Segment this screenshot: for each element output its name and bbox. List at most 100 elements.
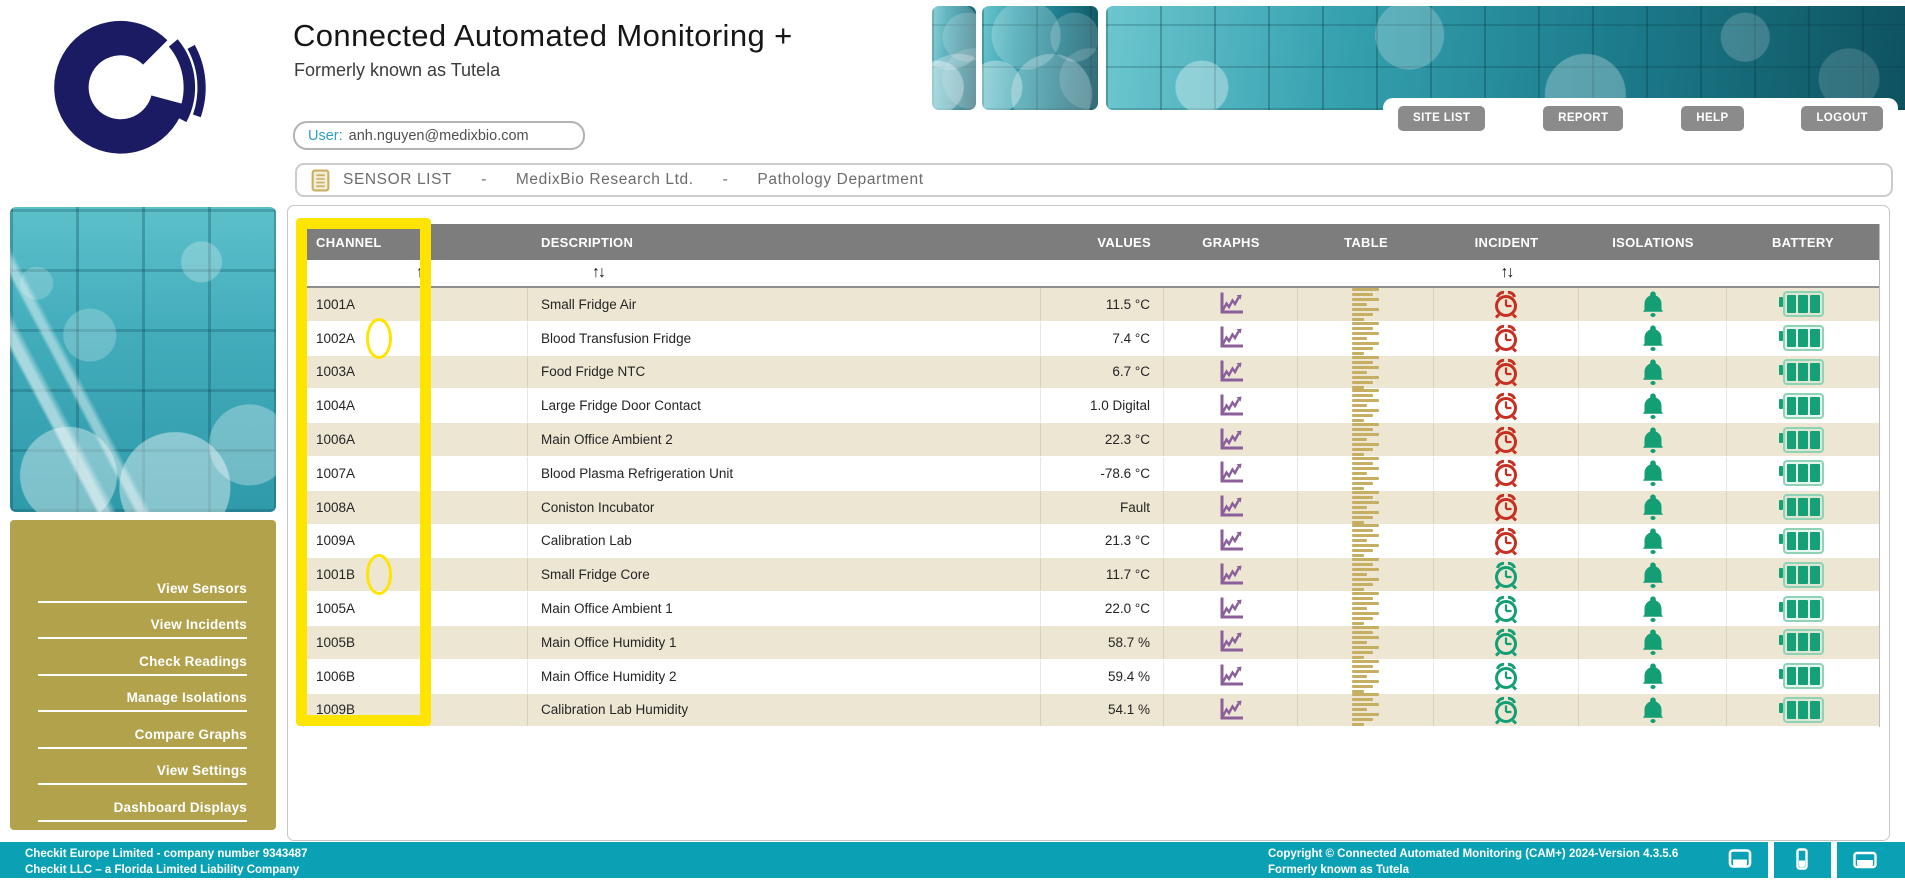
graphs-cell[interactable] xyxy=(1164,321,1298,355)
table-view-cell[interactable] xyxy=(1298,625,1434,659)
table-view-cell[interactable] xyxy=(1298,321,1434,355)
incident-cell[interactable] xyxy=(1434,693,1579,727)
table-lines-icon[interactable] xyxy=(1352,490,1379,524)
isolations-cell[interactable] xyxy=(1579,524,1727,558)
graph-icon[interactable] xyxy=(1217,494,1244,520)
incident-cell[interactable] xyxy=(1434,659,1579,693)
nav-button-report[interactable]: REPORT xyxy=(1543,105,1624,131)
incident-clock-icon[interactable] xyxy=(1492,323,1520,353)
graphs-cell[interactable] xyxy=(1164,693,1298,727)
table-lines-icon[interactable] xyxy=(1352,659,1379,693)
incident-clock-icon[interactable] xyxy=(1492,357,1520,387)
incident-clock-icon[interactable] xyxy=(1492,661,1520,691)
graph-icon[interactable] xyxy=(1217,562,1244,588)
sidebar-item-check-readings[interactable]: Check Readings xyxy=(38,639,247,676)
graph-icon[interactable] xyxy=(1217,325,1244,351)
isolation-bell-icon[interactable] xyxy=(1642,493,1664,521)
isolations-cell[interactable] xyxy=(1579,288,1727,321)
table-lines-icon[interactable] xyxy=(1352,524,1379,558)
table-view-cell[interactable] xyxy=(1298,659,1434,693)
isolations-cell[interactable] xyxy=(1579,321,1727,355)
isolation-bell-icon[interactable] xyxy=(1642,662,1664,690)
table-view-cell[interactable] xyxy=(1298,592,1434,626)
incident-clock-icon[interactable] xyxy=(1492,594,1520,624)
sidebar-item-view-incidents[interactable]: View Incidents xyxy=(38,603,247,639)
isolation-bell-icon[interactable] xyxy=(1642,426,1664,454)
graphs-cell[interactable] xyxy=(1164,456,1298,490)
table-view-cell[interactable] xyxy=(1298,524,1434,558)
isolations-cell[interactable] xyxy=(1579,625,1727,659)
table-lines-icon[interactable] xyxy=(1352,321,1379,355)
graphs-cell[interactable] xyxy=(1164,288,1298,321)
table-view-cell[interactable] xyxy=(1298,389,1434,423)
isolations-cell[interactable] xyxy=(1579,592,1727,625)
phone-view-button[interactable] xyxy=(1774,842,1831,878)
isolation-bell-icon[interactable] xyxy=(1642,358,1664,386)
graph-icon[interactable] xyxy=(1217,697,1244,723)
sidebar-item-view-settings[interactable]: View Settings xyxy=(38,749,247,785)
isolations-cell[interactable] xyxy=(1579,355,1727,389)
incident-clock-icon[interactable] xyxy=(1492,627,1520,657)
graph-icon[interactable] xyxy=(1217,291,1244,317)
table-lines-icon[interactable] xyxy=(1352,456,1379,490)
isolation-bell-icon[interactable] xyxy=(1642,561,1664,589)
graph-icon[interactable] xyxy=(1217,427,1244,453)
incident-cell[interactable] xyxy=(1434,355,1579,389)
incident-cell[interactable] xyxy=(1434,592,1579,625)
sort-control-description[interactable]: ↑↓ xyxy=(592,264,606,281)
graphs-cell[interactable] xyxy=(1164,524,1298,558)
isolations-cell[interactable] xyxy=(1579,423,1727,456)
incident-clock-icon[interactable] xyxy=(1492,560,1520,590)
incident-cell[interactable] xyxy=(1434,288,1579,321)
table-lines-icon[interactable] xyxy=(1352,389,1379,423)
incident-cell[interactable] xyxy=(1434,321,1579,355)
incident-clock-icon[interactable] xyxy=(1492,526,1520,556)
incident-clock-icon[interactable] xyxy=(1492,695,1520,725)
table-view-cell[interactable] xyxy=(1298,355,1434,389)
sidebar-item-view-sensors[interactable]: View Sensors xyxy=(38,566,247,603)
graph-icon[interactable] xyxy=(1217,629,1244,655)
graphs-cell[interactable] xyxy=(1164,423,1298,456)
graphs-cell[interactable] xyxy=(1164,389,1298,423)
incident-cell[interactable] xyxy=(1434,423,1579,456)
graph-icon[interactable] xyxy=(1217,596,1244,622)
graph-icon[interactable] xyxy=(1217,663,1244,689)
table-view-cell[interactable] xyxy=(1298,693,1434,727)
table-lines-icon[interactable] xyxy=(1352,355,1379,389)
graph-icon[interactable] xyxy=(1217,460,1244,486)
sort-control-channel[interactable]: ↑↓ xyxy=(416,264,430,281)
isolation-bell-icon[interactable] xyxy=(1642,392,1664,420)
table-view-cell[interactable] xyxy=(1298,287,1434,321)
incident-cell[interactable] xyxy=(1434,456,1579,490)
isolations-cell[interactable] xyxy=(1579,389,1727,423)
graphs-cell[interactable] xyxy=(1164,592,1298,625)
incident-cell[interactable] xyxy=(1434,625,1579,659)
isolations-cell[interactable] xyxy=(1579,456,1727,490)
graphs-cell[interactable] xyxy=(1164,355,1298,389)
nav-button-site-list[interactable]: SITE LIST xyxy=(1398,105,1486,131)
table-lines-icon[interactable] xyxy=(1352,592,1379,626)
table-lines-icon[interactable] xyxy=(1352,625,1379,659)
nav-button-logout[interactable]: LOGOUT xyxy=(1801,105,1883,131)
sidebar-item-dashboard-displays[interactable]: Dashboard Displays xyxy=(38,785,247,822)
sidebar-item-manage-isolations[interactable]: Manage Isolations xyxy=(38,676,247,712)
isolation-bell-icon[interactable] xyxy=(1642,459,1664,487)
graphs-cell[interactable] xyxy=(1164,659,1298,693)
table-lines-icon[interactable] xyxy=(1352,693,1379,727)
graphs-cell[interactable] xyxy=(1164,625,1298,659)
incident-cell[interactable] xyxy=(1434,389,1579,423)
graph-icon[interactable] xyxy=(1217,393,1244,419)
table-view-cell[interactable] xyxy=(1298,423,1434,457)
isolations-cell[interactable] xyxy=(1579,659,1727,693)
incident-clock-icon[interactable] xyxy=(1492,289,1520,319)
incident-clock-icon[interactable] xyxy=(1492,458,1520,488)
table-lines-icon[interactable] xyxy=(1352,423,1379,457)
isolations-cell[interactable] xyxy=(1579,693,1727,727)
table-lines-icon[interactable] xyxy=(1352,558,1379,592)
isolations-cell[interactable] xyxy=(1579,490,1727,524)
table-view-cell[interactable] xyxy=(1298,490,1434,524)
sort-control-incident[interactable]: ↑↓ xyxy=(1500,264,1515,281)
tablet-view-button[interactable] xyxy=(1836,842,1893,878)
incident-clock-icon[interactable] xyxy=(1492,391,1520,421)
sidebar-item-compare-graphs[interactable]: Compare Graphs xyxy=(38,712,247,749)
